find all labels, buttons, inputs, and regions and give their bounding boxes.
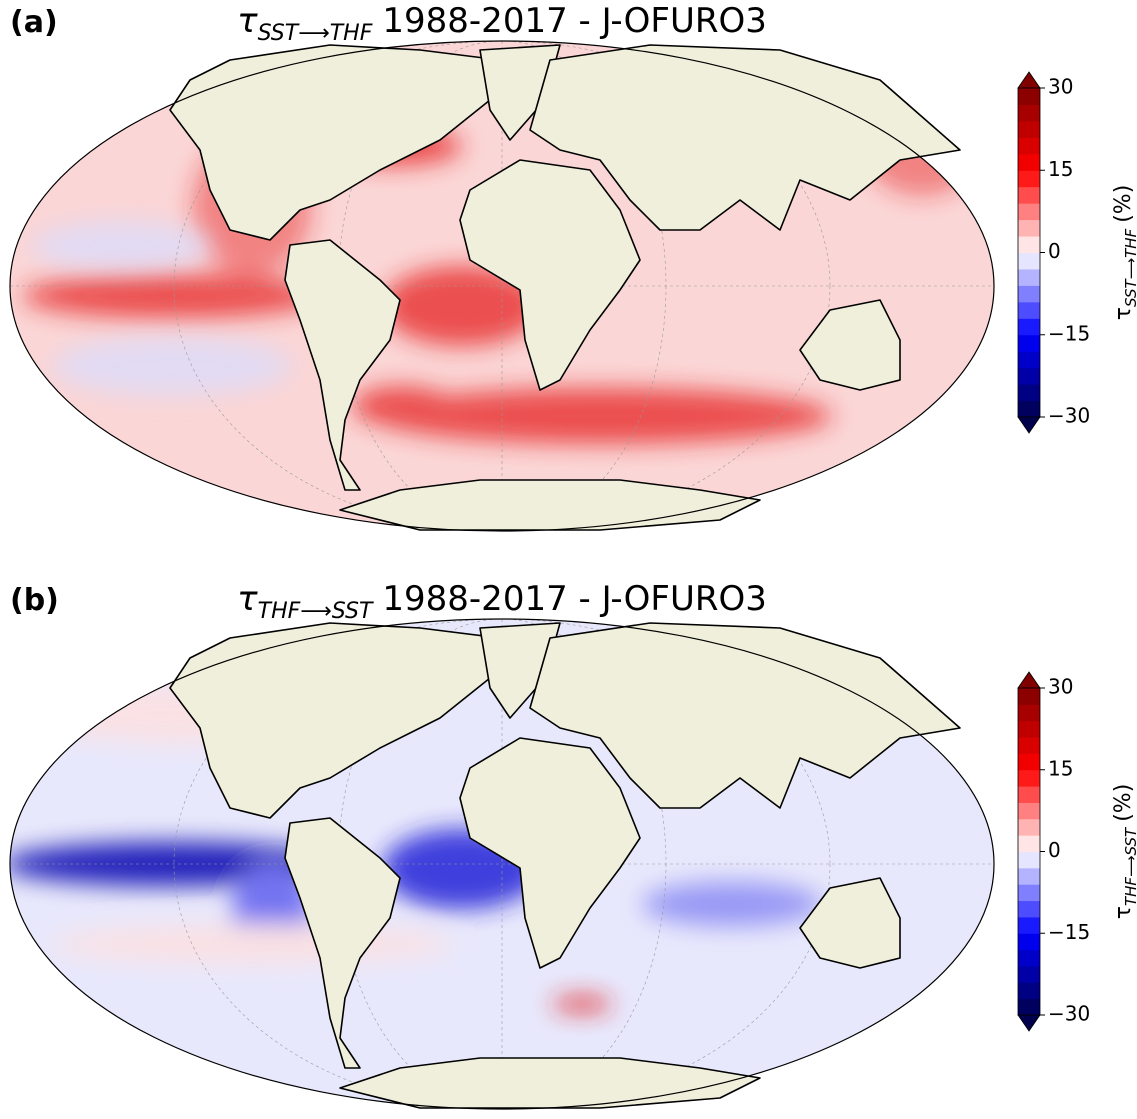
title-text: 1988-2017 - J-OFURO3	[382, 579, 766, 619]
colorbar-band	[1018, 704, 1040, 722]
title-subscript: THF⟶SST	[258, 599, 374, 624]
colorbar-band	[1018, 867, 1040, 885]
colorbar-tick-label: −30	[1048, 404, 1090, 428]
colorbar-band	[1018, 219, 1040, 237]
panel-title: τSST⟶THF 1988-2017 - J-OFURO3	[237, 1, 767, 46]
colorbar-band	[1018, 818, 1040, 836]
colorbar-label-subscript: THF⟶SST	[1122, 826, 1137, 906]
colorbar-label-symbol: τ	[1111, 906, 1136, 919]
colorbar-label: τSST⟶THF (%)	[1111, 185, 1137, 321]
colorbar-band	[1018, 916, 1040, 934]
colorbar-tick-label: −15	[1048, 920, 1090, 944]
colorbar-band	[1018, 949, 1040, 967]
colorbar-label-unit: (%)	[1111, 185, 1136, 223]
colorbar-tick-label: −30	[1048, 1002, 1090, 1026]
colorbar-band	[1018, 104, 1040, 122]
colorbar-extend-max	[1017, 671, 1041, 689]
colorbar-tick-label: 30	[1048, 75, 1073, 99]
colorbar-band	[1018, 786, 1040, 803]
colorbar-band	[1018, 688, 1040, 705]
colorbar-tick-label: 15	[1048, 157, 1073, 181]
colorbar-band	[1018, 851, 1040, 869]
colorbar-tick-label: 0	[1048, 838, 1061, 862]
colorbar-band	[1018, 186, 1040, 204]
colorbar-extend-min	[1017, 1014, 1041, 1032]
colorbar-band	[1018, 137, 1040, 155]
colorbar-band	[1018, 170, 1040, 188]
colorbar-label-symbol: τ	[1111, 307, 1136, 320]
colorbar-band	[1018, 998, 1040, 1016]
colorbar-tick-label: 30	[1048, 675, 1073, 699]
colorbar-band	[1018, 737, 1040, 754]
panel-label: (b)	[10, 583, 59, 618]
colorbar-band	[1018, 384, 1040, 402]
colorbar-label-unit: (%)	[1111, 784, 1136, 822]
colorbar-band	[1018, 835, 1040, 852]
colorbar-band	[1018, 153, 1040, 171]
colorbar-band	[1018, 236, 1040, 253]
colorbar-band	[1018, 965, 1040, 983]
colorbar-band	[1018, 367, 1040, 385]
colorbar-band	[1018, 301, 1040, 319]
panel-title: τTHF⟶SST 1988-2017 - J-OFURO3	[237, 579, 767, 624]
title-subscript: SST⟶THF	[258, 21, 373, 46]
colorbar-extend-max	[1017, 71, 1041, 89]
map-panel-a	[9, 40, 995, 532]
colorbar-band	[1018, 318, 1040, 336]
colorbar-label: τTHF⟶SST (%)	[1111, 784, 1137, 920]
colorbar-band	[1018, 802, 1040, 820]
colorbar-band	[1018, 769, 1040, 787]
colorbar-band	[1018, 120, 1040, 138]
panel-label: (a)	[10, 5, 58, 40]
map-panel-b	[9, 618, 995, 1110]
colorbar-extend-min	[1017, 416, 1041, 434]
colorbar-band	[1018, 753, 1040, 771]
colorbar-band	[1018, 720, 1040, 738]
colorbar-band	[1018, 203, 1040, 221]
colorbar-band	[1018, 268, 1040, 286]
colorbar-band	[1018, 334, 1040, 352]
colorbar-band	[1018, 982, 1040, 1000]
colorbar-band	[1018, 285, 1040, 303]
colorbar-label-subscript: SST⟶THF	[1122, 228, 1137, 307]
colorbar-tick-label: 15	[1048, 756, 1073, 780]
colorbar-tick-label: 0	[1048, 239, 1061, 263]
colorbar-band	[1018, 351, 1040, 369]
colorbar-band	[1018, 933, 1040, 951]
title-text: 1988-2017 - J-OFURO3	[382, 1, 766, 41]
title-symbol: τ	[237, 579, 258, 619]
title-symbol: τ	[237, 1, 258, 41]
colorbar-band	[1018, 252, 1040, 270]
colorbar-tick-label: −15	[1048, 321, 1090, 345]
colorbar-band	[1018, 900, 1040, 918]
colorbar-band	[1018, 884, 1040, 902]
colorbar-band	[1018, 88, 1040, 105]
colorbar-band	[1018, 400, 1040, 418]
